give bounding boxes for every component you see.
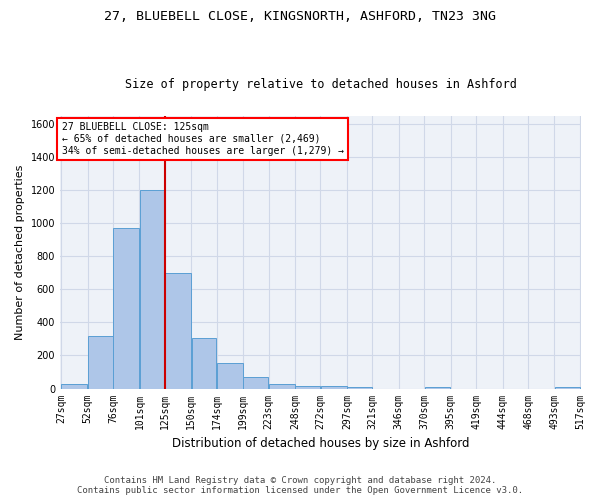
Bar (61, 384, 88, 388)
Text: 27, BLUEBELL CLOSE, KINGSNORTH, ASHFORD, TN23 3NG: 27, BLUEBELL CLOSE, KINGSNORTH, ASHFORD,… (104, 10, 496, 23)
Title: Size of property relative to detached houses in Ashford: Size of property relative to detached ho… (125, 78, 517, 91)
Bar (140, 190, 164, 388)
Bar (165, 273, 191, 388)
Bar (295, 386, 320, 388)
Bar (321, 386, 347, 388)
Bar (191, 338, 217, 388)
Bar (244, 377, 268, 388)
Text: 27 BLUEBELL CLOSE: 125sqm
← 65% of detached houses are smaller (2,469)
34% of se: 27 BLUEBELL CLOSE: 125sqm ← 65% of detac… (62, 122, 344, 156)
Y-axis label: Number of detached properties: Number of detached properties (15, 164, 25, 340)
Bar (425, 387, 451, 388)
Bar (269, 384, 295, 388)
Text: Contains HM Land Registry data © Crown copyright and database right 2024.
Contai: Contains HM Land Registry data © Crown c… (77, 476, 523, 495)
Bar (217, 363, 243, 388)
Bar (555, 386, 580, 388)
Bar (113, 228, 139, 388)
X-axis label: Distribution of detached houses by size in Ashford: Distribution of detached houses by size … (172, 437, 469, 450)
Bar (88, 336, 113, 388)
Bar (347, 386, 372, 388)
